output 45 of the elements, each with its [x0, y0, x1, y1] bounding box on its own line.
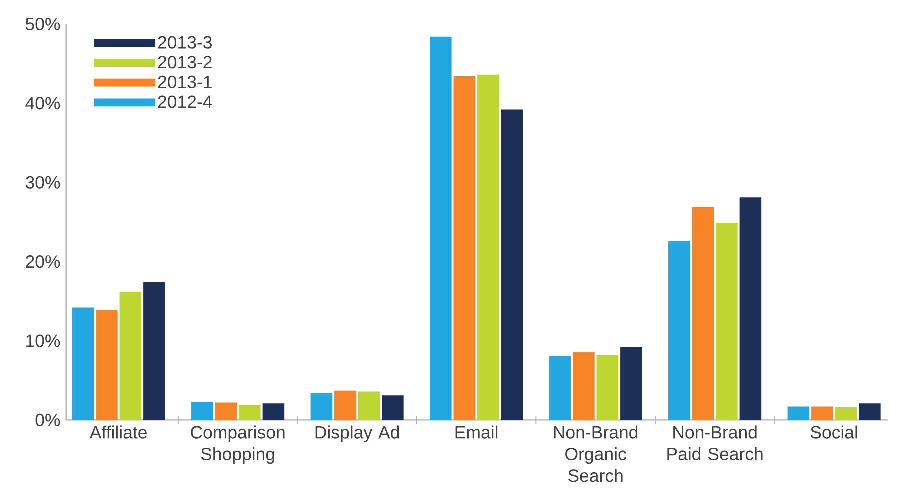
- bar: [310, 393, 333, 420]
- bar: [454, 76, 476, 420]
- bar: [692, 207, 714, 420]
- bar: [358, 392, 380, 420]
- bar: [144, 282, 166, 420]
- x-tick-label: Affiliate: [90, 426, 147, 439]
- y-tick-label: 50%: [26, 18, 60, 31]
- x-tick-label: Non-Brand Paid Search: [668, 426, 763, 461]
- bar: [192, 402, 214, 420]
- bar: [430, 36, 452, 420]
- x-tick-label: Email: [456, 426, 498, 439]
- x-tick-label: Non-Brand Organic Search: [554, 426, 638, 482]
- bar: [812, 406, 834, 420]
- bar: [549, 356, 572, 420]
- bar: [478, 75, 500, 420]
- bar: [835, 408, 858, 420]
- bar: [215, 402, 238, 420]
- x-tick-label: Social: [810, 426, 858, 439]
- legend-label: 2013-2: [158, 56, 212, 69]
- bar: [262, 404, 285, 420]
- bar: [334, 390, 356, 420]
- y-tick-label: 20%: [26, 256, 60, 268]
- y-tick-label: 30%: [26, 176, 60, 189]
- y-tick-label: 10%: [26, 334, 60, 348]
- legend-label: 2013-1: [158, 76, 212, 89]
- bar: [239, 405, 261, 420]
- bar: [716, 223, 738, 420]
- bar: [120, 292, 142, 420]
- bar: [573, 352, 595, 420]
- y-tick-label: 40%: [26, 97, 60, 110]
- bar: [96, 310, 118, 420]
- bar: [382, 396, 404, 420]
- bar: [501, 110, 524, 420]
- bar: [668, 241, 690, 420]
- legend-label: 2013-3: [158, 36, 212, 49]
- bar: [788, 406, 810, 420]
- x-tick-label: Display Ad: [316, 426, 400, 442]
- bar: [740, 198, 762, 420]
- bar: [596, 355, 619, 420]
- x-tick-label: Comparison Shopping: [191, 426, 285, 464]
- y-tick-label: 0%: [36, 414, 60, 427]
- bar: [620, 347, 642, 420]
- legend-label: 2012-4: [158, 96, 212, 108]
- bar: [72, 308, 94, 420]
- bar: [859, 404, 881, 420]
